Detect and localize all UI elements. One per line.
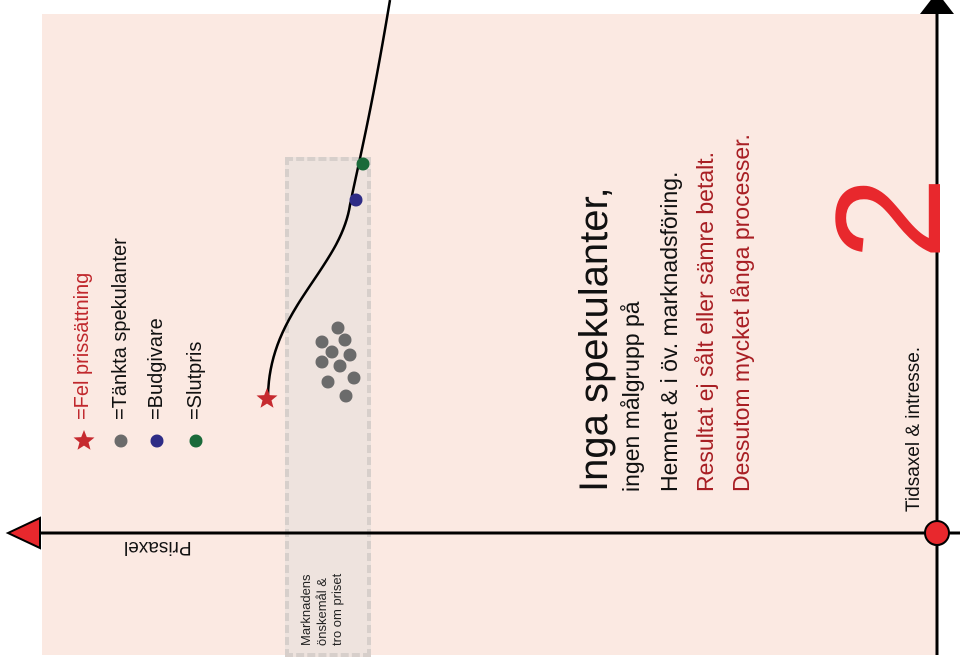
prospect-dot [321, 375, 335, 389]
final-price-dot [356, 157, 370, 171]
price-axis-label: Prisaxel [124, 537, 192, 558]
band-label: Marknadens önskemål & tro om priset [298, 573, 345, 646]
legend-bidder-dot [150, 434, 164, 448]
text-line-2: Hemnet & i öv. marknadsföring. [656, 171, 682, 492]
prospect-dot [343, 348, 357, 362]
legend-label-bidders: =Budgivare [145, 318, 167, 420]
time-axis-arrow-icon [920, 0, 954, 14]
legend-label-prospects: =Tänkta spekulanter [109, 238, 131, 420]
prospect-dot [315, 335, 329, 349]
background-panel [42, 14, 938, 655]
price-axis-arrow-icon [5, 516, 41, 550]
prospect-dot [331, 321, 345, 335]
price-curve [266, 0, 392, 399]
scenario-number: 2 [804, 176, 960, 260]
time-axis-label: Tidsaxel & intresse. [903, 346, 924, 512]
prospect-dot [339, 389, 353, 403]
axis-origin-dot [924, 520, 950, 546]
legend-star-icon [73, 430, 95, 450]
prospect-dot [338, 333, 352, 347]
text-line-4: Dessutom mycket långa processer. [728, 134, 754, 492]
prospect-dot [347, 371, 361, 385]
text-line-3: Resultat ej sålt eller sämre betalt. [692, 151, 718, 492]
text-line-1: ingen målgrupp på [618, 301, 644, 492]
legend-final-dot [189, 434, 203, 448]
legend-label-wrong-pricing: =Fel prissättning [71, 272, 93, 420]
wrong-pricing-star-icon [256, 388, 278, 408]
prospects-cluster [315, 321, 361, 403]
market-expectation-band [285, 157, 371, 657]
prospect-dot [315, 355, 329, 369]
legend-label-final-price: =Slutpris [184, 341, 206, 420]
heading: Inga spekulanter, [572, 187, 616, 492]
prospect-dot [325, 345, 339, 359]
legend-prospect-dot [114, 434, 128, 448]
bidder-dot [349, 193, 363, 207]
prospect-dot [333, 359, 347, 373]
